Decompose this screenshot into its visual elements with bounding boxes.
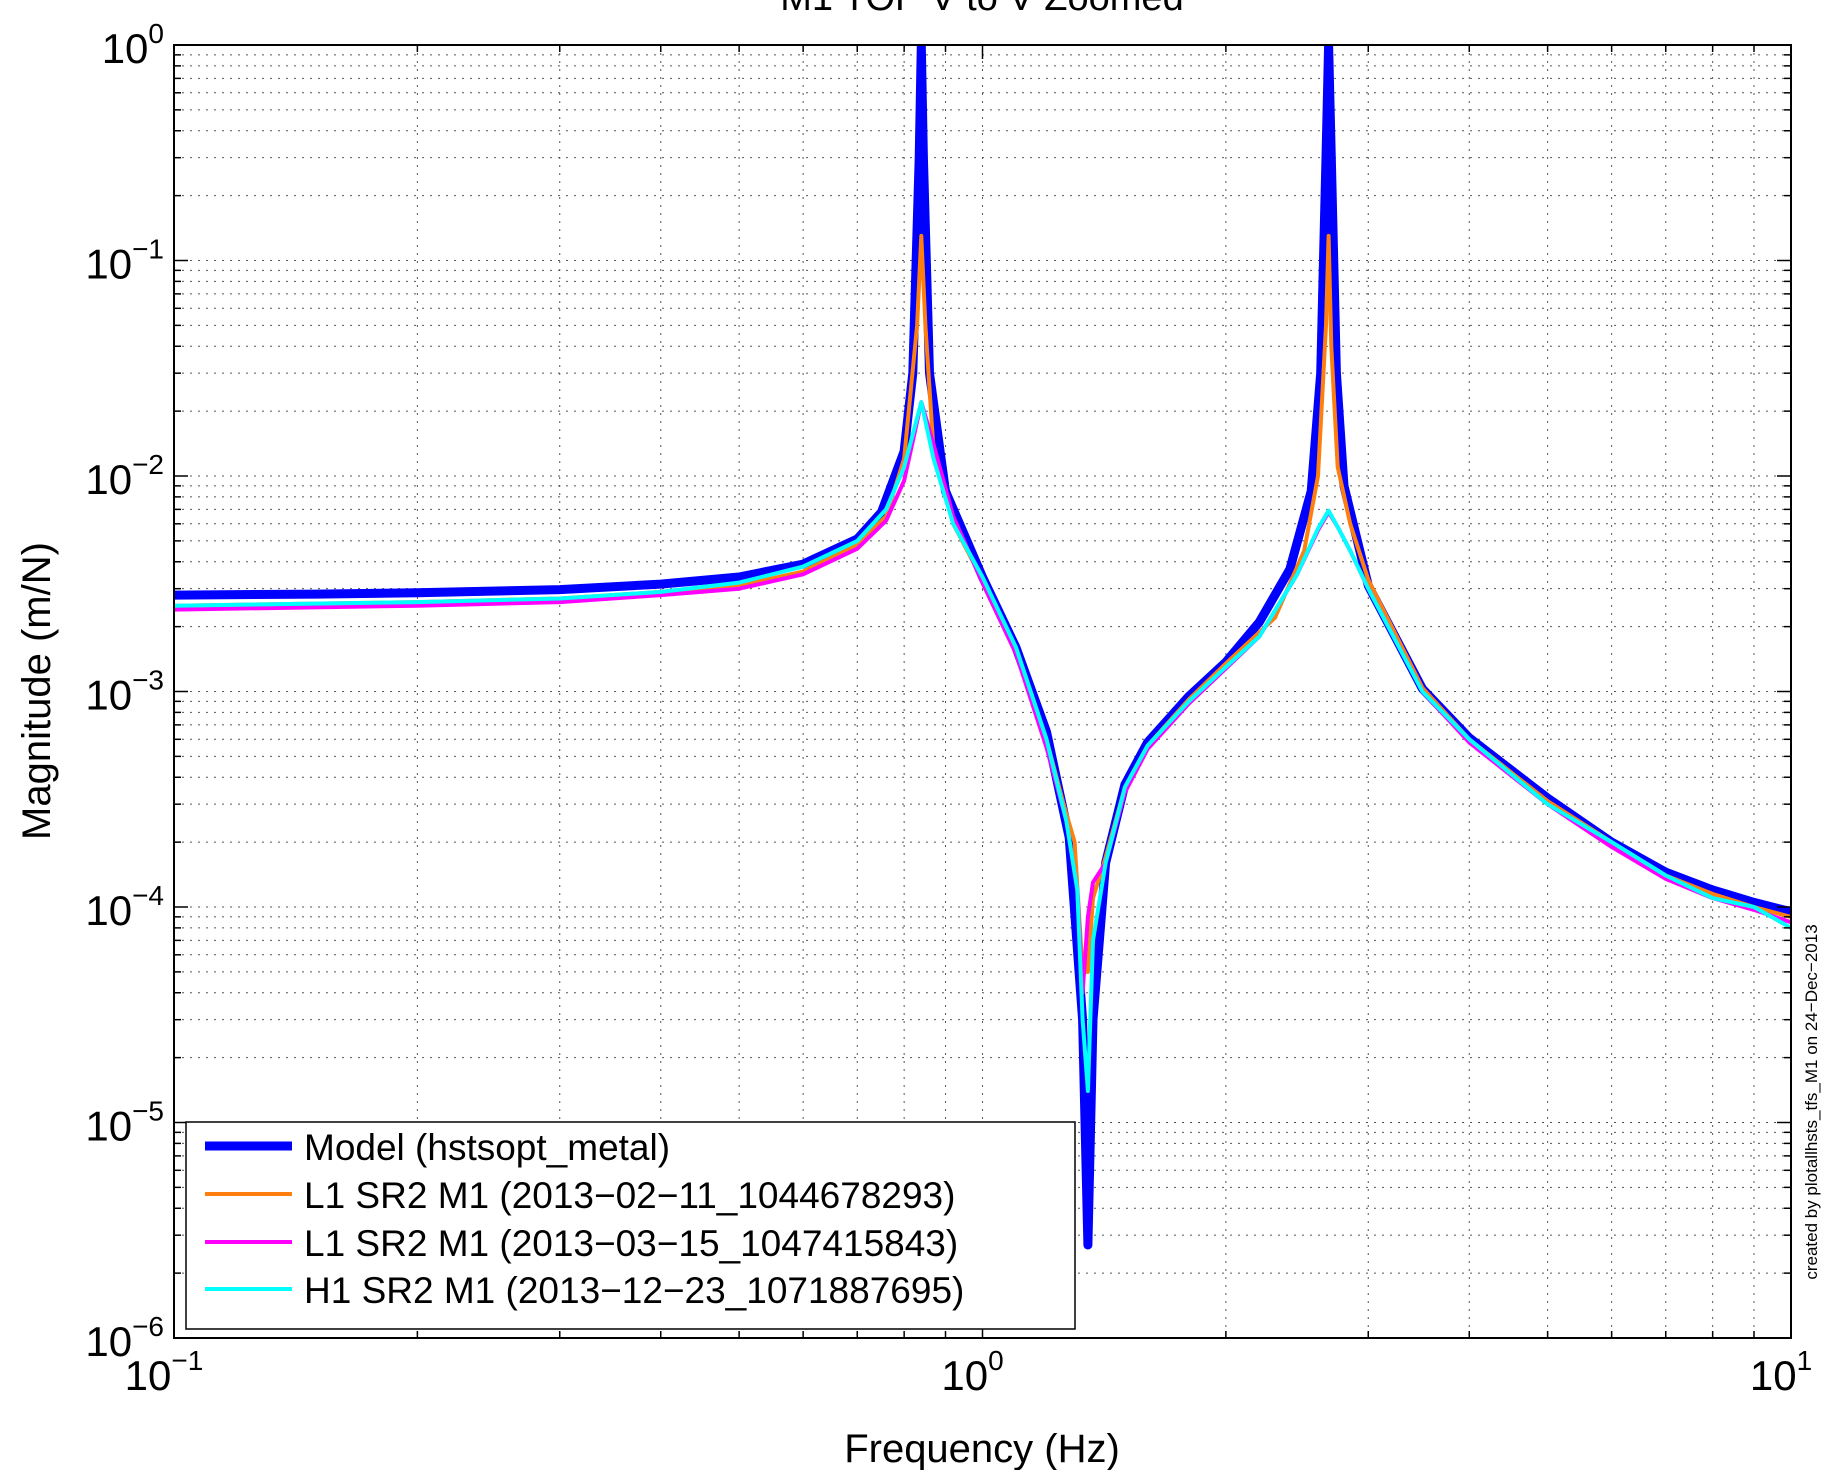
series-layer bbox=[174, 45, 1791, 1250]
credit-text: created by plotallhsts_tfs_M1 on 24−Dec−… bbox=[1802, 924, 1821, 1279]
legend-box bbox=[185, 1121, 1076, 1330]
series-line-3 bbox=[174, 400, 1791, 995]
y-tick-label: 10−3 bbox=[85, 665, 164, 719]
legend-label-4: H1 SR2 M1 (2013−12−23_1071887695) bbox=[304, 1270, 964, 1311]
y-tick-label: 10−4 bbox=[85, 880, 164, 934]
x-tick-label: 101 bbox=[1750, 1345, 1812, 1399]
x-tick-label: 10−1 bbox=[125, 1345, 204, 1399]
grid-lines bbox=[173, 45, 1791, 1339]
y-tick-label: 100 bbox=[102, 18, 164, 72]
legend-label-3: L1 SR2 M1 (2013−03−15_1047415843) bbox=[304, 1223, 958, 1264]
legend: Model (hstsopt_metal) L1 SR2 M1 (2013−02−… bbox=[185, 1121, 1076, 1330]
chart-title: M1 TOP V to V Zoomed bbox=[780, 0, 1183, 19]
tick-labels: 10−1 100 101 100 10−1 10−2 10−3 10−4 10−5 10−6 bbox=[85, 18, 1812, 1399]
y-axis-label: Magnitude (m/N) bbox=[15, 542, 59, 840]
x-axis-label: Frequency (Hz) bbox=[844, 1427, 1120, 1470]
x-tick-label: 100 bbox=[941, 1345, 1003, 1399]
legend-label-1: Model (hstsopt_metal) bbox=[304, 1127, 670, 1168]
legend-label-2: L1 SR2 M1 (2013−02−11_1044678293) bbox=[304, 1175, 955, 1216]
y-tick-label: 10−2 bbox=[85, 449, 164, 503]
y-tick-label: 10−1 bbox=[85, 234, 164, 288]
axis-ticks bbox=[173, 45, 1791, 1339]
y-tick-label: 10−5 bbox=[85, 1096, 164, 1150]
y-tick-label: 10−6 bbox=[85, 1311, 164, 1365]
series-line-4 bbox=[174, 400, 1791, 1093]
